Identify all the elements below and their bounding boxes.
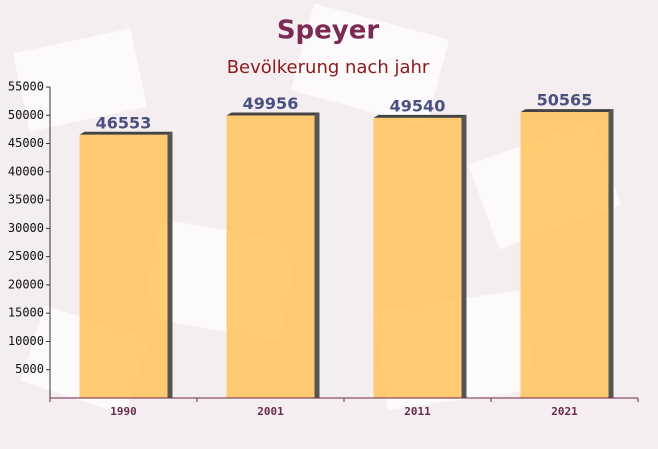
x-tick-label: 2011 (404, 405, 431, 418)
x-tick-label: 2001 (257, 405, 284, 418)
bar (226, 115, 315, 398)
y-tick-label: 50000 (8, 108, 44, 122)
x-tick-label: 2021 (551, 405, 578, 418)
bar-shadow (373, 114, 467, 118)
x-tick-label: 1990 (110, 405, 137, 418)
y-tick-label: 25000 (8, 249, 44, 263)
value-label: 49540 (390, 96, 446, 115)
bar-shadow (79, 131, 173, 135)
y-tick-label: 30000 (8, 221, 44, 235)
y-tick-label: 15000 (8, 306, 44, 320)
y-tick-label: 10000 (8, 334, 44, 348)
bar (79, 134, 168, 398)
y-tick-label: 45000 (8, 136, 44, 150)
chart-title: Speyer (277, 16, 380, 46)
bar-shadow (520, 109, 614, 113)
bar (373, 117, 462, 399)
y-tick-label: 35000 (8, 193, 44, 207)
bar-shadow (314, 112, 320, 398)
value-label: 50565 (537, 91, 593, 110)
bar-shadow (461, 114, 467, 399)
y-tick-label: 55000 (8, 80, 44, 94)
value-label: 49956 (243, 94, 299, 113)
bar (520, 112, 609, 398)
bar-shadow (167, 131, 173, 398)
y-tick-label: 5000 (15, 362, 44, 376)
bar-shadow (226, 112, 320, 116)
value-label: 46553 (96, 113, 152, 132)
y-tick-label: 40000 (8, 164, 44, 178)
chart-subtitle: Bevölkerung nach jahr (227, 57, 430, 78)
bar-shadow (608, 109, 614, 398)
y-tick-label: 20000 (8, 277, 44, 291)
